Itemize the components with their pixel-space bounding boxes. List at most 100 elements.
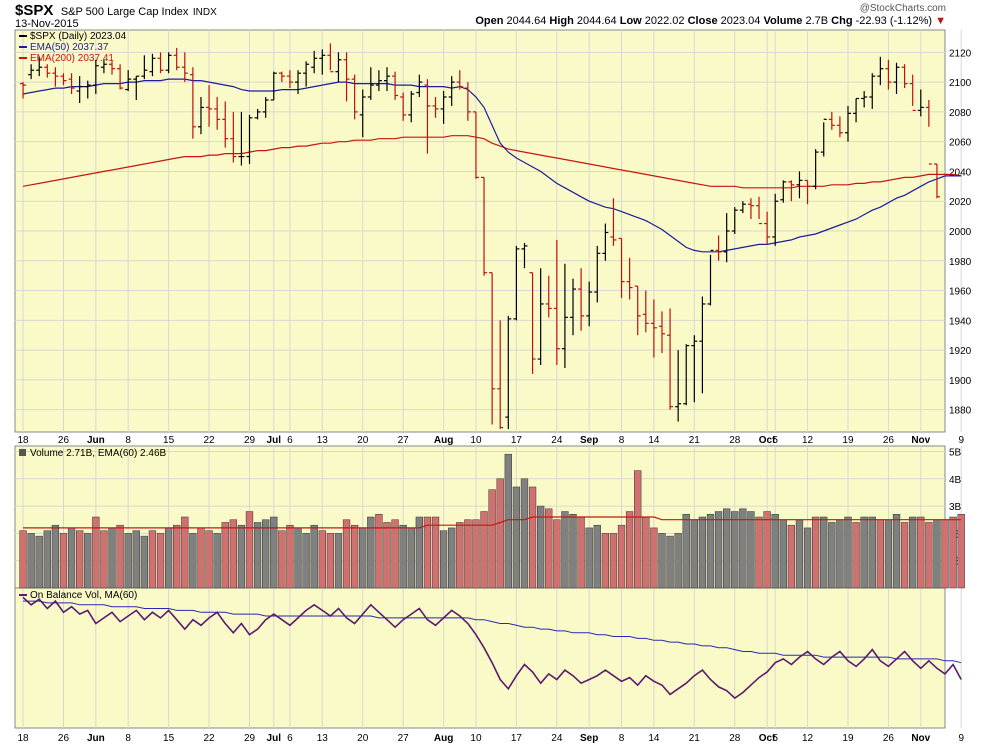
- volume-bar: [148, 530, 157, 589]
- x-axis-label: Jun: [87, 435, 105, 446]
- volume-bar: [448, 527, 456, 589]
- ohlc-bar: [925, 99, 932, 165]
- ohlc-bar: [149, 53, 156, 77]
- ohlc-bar: [52, 67, 59, 87]
- ohlc-bar: [36, 56, 43, 77]
- ohlc-bar: [189, 67, 196, 139]
- volume-bar: [917, 516, 925, 589]
- ohlc-bar: [909, 74, 916, 112]
- volume-bar: [51, 524, 60, 589]
- x-axis-label: 8: [619, 435, 625, 446]
- exchange: INDX: [192, 7, 217, 18]
- x-axis-label: Nov: [911, 435, 930, 446]
- ohlc-bar: [375, 70, 382, 92]
- volume-bar: [189, 533, 197, 589]
- x-axis-label: 15: [163, 435, 175, 446]
- volume-bar: [811, 516, 820, 589]
- volume-bar: [140, 535, 149, 589]
- volume-bar: [456, 522, 464, 589]
- volume-bar: [585, 527, 593, 589]
- volume-bar: [59, 533, 68, 589]
- volume-bar: [334, 533, 343, 589]
- volume-bar: [528, 486, 537, 589]
- volume-bar: [884, 519, 893, 589]
- ohlc-bar: [658, 311, 665, 354]
- x-axis-label: 17: [511, 733, 523, 744]
- ohlc-bar: [270, 71, 277, 101]
- volume-bar: [828, 522, 836, 589]
- ohlc-bar: [472, 111, 479, 179]
- ohlc-bar: [351, 74, 358, 120]
- volume-bar: [658, 533, 666, 589]
- symbol: $SPX: [15, 2, 54, 19]
- ohlc-bar: [20, 82, 27, 99]
- ohlc-bar: [820, 118, 827, 157]
- obv-ma-line: [23, 600, 962, 664]
- x-axis-label: 29: [244, 435, 256, 446]
- price-tick-label: 2120: [949, 48, 972, 59]
- ohlc-bar: [230, 111, 237, 163]
- volume-bar: [803, 527, 812, 589]
- x-axis-label: 28: [729, 733, 741, 744]
- volume-bar: [76, 530, 84, 589]
- ohlc-bar: [100, 59, 107, 74]
- ohlc-bar: [877, 56, 884, 86]
- volume-bar: [868, 516, 876, 589]
- ohlc-bar: [699, 296, 706, 394]
- price-legend-entry: EMA(200) 2037.41: [30, 53, 114, 64]
- volume-bar: [860, 516, 868, 589]
- ohlc-bar: [206, 85, 213, 127]
- volume-bar: [625, 511, 634, 589]
- volume-bar: [359, 527, 367, 589]
- ohlc-bar: [165, 52, 172, 74]
- volume-bar: [181, 516, 189, 589]
- price-tick-label: 2060: [949, 138, 972, 149]
- ohlc-bar: [667, 308, 674, 410]
- x-axis-label: 21: [689, 733, 701, 744]
- obv-line: [22, 596, 962, 700]
- ohlc-bar: [222, 101, 229, 148]
- x-axis-label: 28: [729, 435, 741, 446]
- volume-bar: [278, 530, 286, 589]
- ohlc-bar: [723, 213, 730, 263]
- x-axis-label: 10: [470, 435, 482, 446]
- chart-header: $SPX S&P 500 Large Cap Index INDX: [15, 2, 217, 20]
- price-tick-label: 1900: [949, 376, 972, 387]
- ohlc-bar: [869, 73, 876, 109]
- ohlc-bar: [109, 61, 116, 75]
- x-axis-label: 29: [244, 733, 256, 744]
- ohlc-bar: [602, 223, 609, 261]
- x-axis-label: 9: [958, 733, 964, 744]
- volume-tick-label: 3B: [949, 502, 962, 513]
- volume-bar: [844, 516, 852, 589]
- volume-bar: [941, 519, 949, 589]
- ohlc-bar: [141, 55, 148, 80]
- ohlc-bar: [893, 62, 900, 95]
- ohlc-bar: [675, 350, 682, 422]
- volume-bar: [601, 533, 610, 589]
- volume-bar: [253, 522, 262, 589]
- ohlc-bar: [731, 207, 738, 234]
- volume-bar: [957, 514, 965, 589]
- low-label: Low: [619, 15, 642, 27]
- volume-bar: [852, 522, 860, 589]
- volume-bar: [569, 514, 577, 589]
- high-value: 2044.64: [576, 15, 617, 27]
- ohlc-bar: [796, 171, 803, 199]
- ohlc-bar: [214, 97, 221, 130]
- ohlc-bar: [594, 245, 601, 303]
- volume-bar: [593, 524, 601, 589]
- ohlc-bar: [60, 73, 67, 86]
- volume-bar: [439, 530, 448, 589]
- volume-bar: [690, 519, 698, 589]
- volume-bar: [650, 527, 658, 589]
- close-value: 2023.04: [720, 15, 761, 27]
- volume-bar: [496, 478, 504, 589]
- ohlc-bar: [448, 76, 455, 106]
- ohlc-bar: [44, 64, 51, 78]
- volume-tick-label: 5B: [949, 447, 962, 458]
- ohlc-bar: [117, 64, 124, 90]
- ohlc-bar: [311, 50, 318, 74]
- ohlc-bar: [537, 268, 544, 365]
